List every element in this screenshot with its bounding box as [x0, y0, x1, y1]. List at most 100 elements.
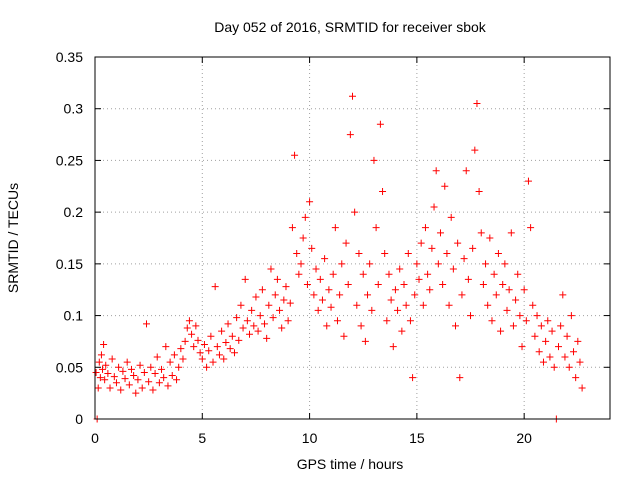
data-point: [533, 312, 541, 320]
data-point: [213, 343, 221, 351]
data-point: [507, 229, 515, 237]
data-point: [123, 358, 131, 366]
data-point: [381, 250, 389, 258]
data-point: [170, 351, 178, 359]
data-point: [327, 303, 335, 311]
data-point: [432, 167, 440, 175]
data-point: [391, 286, 399, 294]
data-point: [280, 296, 288, 304]
data-point: [147, 363, 155, 371]
data-point: [198, 355, 206, 363]
data-point: [130, 372, 138, 380]
data-point: [364, 291, 372, 299]
data-point: [447, 213, 455, 221]
data-point: [557, 322, 565, 330]
data-point: [436, 229, 444, 237]
data-point: [421, 224, 429, 232]
data-point: [94, 384, 102, 392]
data-point: [127, 365, 135, 373]
data-point: [527, 224, 535, 232]
x-tick-label: 10: [302, 430, 318, 446]
data-point: [162, 343, 170, 351]
y-axis-label: SRMTID / TECUs: [5, 183, 21, 293]
data-point: [477, 229, 485, 237]
data-point: [469, 244, 477, 252]
data-point: [175, 363, 183, 371]
data-point: [357, 322, 365, 330]
y-tick-label: 0.2: [64, 204, 84, 220]
data-point: [445, 301, 453, 309]
data-point: [385, 270, 393, 278]
data-point: [486, 234, 494, 242]
x-axis-label: GPS time / hours: [297, 456, 404, 472]
y-tick-label: 0.3: [64, 101, 84, 117]
data-point: [353, 301, 361, 309]
data-point: [346, 131, 354, 139]
data-point: [430, 203, 438, 211]
data-point: [548, 327, 556, 335]
y-tick-labels: 0 0.05 0.1 0.15 0.2 0.25 0.3 0.35: [56, 49, 83, 427]
y-tick-label: 0.1: [64, 308, 84, 324]
data-point: [203, 363, 211, 371]
data-point: [516, 312, 524, 320]
data-point: [520, 286, 528, 294]
data-point: [106, 384, 114, 392]
data-point: [168, 372, 176, 380]
data-point: [512, 296, 520, 304]
data-point: [138, 384, 146, 392]
data-point: [484, 301, 492, 309]
data-point: [473, 100, 481, 108]
data-point: [389, 343, 397, 351]
data-point: [205, 347, 213, 355]
data-point: [578, 384, 586, 392]
data-point: [529, 301, 537, 309]
data-point: [160, 374, 168, 382]
data-point: [370, 156, 378, 164]
data-point: [460, 255, 468, 263]
data-point: [439, 281, 447, 289]
data-point: [404, 250, 412, 258]
data-point: [550, 363, 558, 371]
data-point: [224, 320, 232, 328]
chart-title: Day 052 of 2016, SRMTID for receiver sbo…: [214, 19, 487, 35]
data-point: [136, 361, 144, 369]
data-point: [565, 363, 573, 371]
data-point: [572, 374, 580, 382]
data-point: [400, 281, 408, 289]
data-point: [539, 358, 547, 366]
data-point: [183, 324, 191, 332]
data-point: [235, 336, 243, 344]
data-point: [308, 244, 316, 252]
data-point: [117, 386, 125, 394]
data-point: [192, 322, 200, 330]
data-point: [518, 343, 526, 351]
grid: [95, 57, 610, 419]
data-point: [132, 389, 140, 397]
data-point: [143, 320, 150, 328]
data-point: [413, 260, 421, 268]
data-point: [256, 312, 264, 320]
data-point: [196, 349, 204, 357]
data-point: [576, 358, 584, 366]
data-point: [374, 281, 382, 289]
data-point: [108, 355, 116, 363]
data-point: [542, 337, 550, 345]
data-point: [151, 369, 159, 377]
data-point: [263, 334, 271, 342]
data-point: [293, 250, 301, 258]
data-point: [394, 306, 402, 314]
data-point: [417, 239, 425, 247]
data-point: [254, 327, 262, 335]
data-point: [125, 381, 133, 389]
data-point: [243, 317, 251, 325]
data-point: [387, 296, 395, 304]
data-point: [456, 374, 464, 382]
data-point: [333, 317, 341, 325]
data-point: [181, 337, 189, 345]
data-point: [424, 270, 432, 278]
data-point: [273, 275, 281, 283]
data-point: [449, 265, 457, 273]
data-point: [299, 234, 307, 242]
data-point: [97, 351, 105, 359]
